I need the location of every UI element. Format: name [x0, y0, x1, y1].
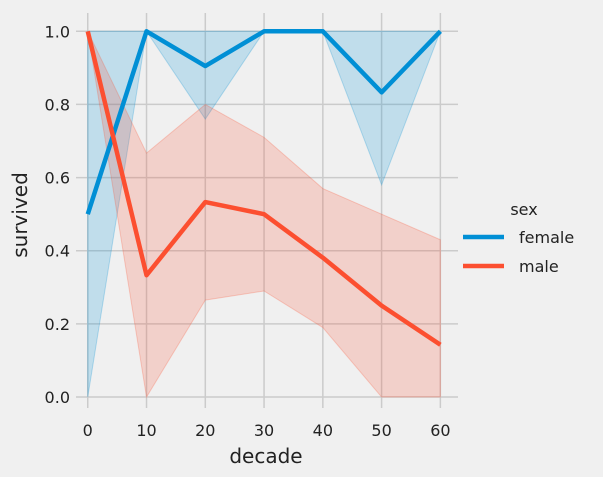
x-tick-label: 30 — [254, 421, 274, 440]
x-tick-label: 20 — [195, 421, 215, 440]
legend-entries: female male — [463, 228, 574, 276]
x-axis-label: decade — [229, 444, 302, 468]
series-lines — [85, 29, 442, 347]
y-tick-label: 0.4 — [45, 242, 70, 261]
y-tick-label: 0.8 — [45, 95, 70, 114]
y-tick-label: 1.0 — [45, 22, 70, 41]
legend-item-male: male — [463, 257, 559, 276]
legend-title: sex — [510, 200, 537, 219]
x-tick-label: 40 — [313, 421, 333, 440]
x-tick-label: 0 — [83, 421, 93, 440]
y-axis-ticks: 0.0 0.2 0.4 0.6 0.8 1.0 — [45, 22, 70, 407]
legend-label: male — [519, 257, 559, 276]
legend-item-female: female — [463, 228, 574, 247]
x-tick-label: 50 — [371, 421, 391, 440]
male-series-line — [85, 30, 442, 347]
legend: sex female male — [463, 200, 574, 276]
y-tick-label: 0.2 — [45, 315, 70, 334]
x-tick-label: 60 — [430, 421, 450, 440]
y-tick-label: 0.6 — [45, 169, 70, 188]
x-tick-label: 10 — [136, 421, 156, 440]
y-axis-label: survived — [8, 172, 32, 258]
female-series-line — [85, 29, 442, 215]
legend-label: female — [519, 228, 574, 247]
x-axis-ticks: 0 10 20 30 40 50 60 — [83, 421, 451, 440]
y-tick-label: 0.0 — [45, 388, 70, 407]
